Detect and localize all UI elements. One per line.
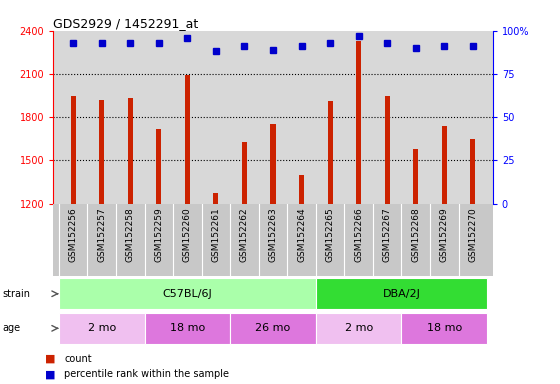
Text: GSM152270: GSM152270 bbox=[468, 207, 477, 262]
Text: GSM152258: GSM152258 bbox=[126, 207, 135, 262]
Text: GSM152268: GSM152268 bbox=[411, 207, 420, 262]
Bar bbox=[144, 313, 230, 344]
Text: GSM152256: GSM152256 bbox=[69, 207, 78, 262]
Text: C57BL/6J: C57BL/6J bbox=[162, 289, 212, 299]
Text: age: age bbox=[3, 323, 21, 333]
Text: percentile rank within the sample: percentile rank within the sample bbox=[64, 369, 230, 379]
Text: strain: strain bbox=[3, 289, 31, 299]
Text: count: count bbox=[64, 354, 92, 364]
Text: GSM152269: GSM152269 bbox=[440, 207, 449, 262]
Bar bbox=[156, 129, 161, 204]
Text: 18 mo: 18 mo bbox=[427, 323, 462, 333]
Text: 2 mo: 2 mo bbox=[87, 323, 116, 333]
Text: 26 mo: 26 mo bbox=[255, 323, 291, 333]
Text: ■: ■ bbox=[45, 354, 55, 364]
Text: ■: ■ bbox=[45, 369, 55, 379]
Bar bbox=[59, 278, 316, 310]
Bar bbox=[413, 149, 418, 204]
Bar bbox=[128, 98, 133, 204]
Bar bbox=[230, 313, 316, 344]
Text: DBA/2J: DBA/2J bbox=[382, 289, 421, 299]
Bar bbox=[71, 96, 76, 204]
Bar bbox=[59, 313, 144, 344]
Bar bbox=[470, 139, 475, 204]
Bar bbox=[402, 313, 487, 344]
Text: GSM152267: GSM152267 bbox=[382, 207, 391, 262]
Bar bbox=[328, 101, 333, 204]
Text: GSM152264: GSM152264 bbox=[297, 207, 306, 262]
Bar bbox=[385, 96, 390, 204]
Text: GDS2929 / 1452291_at: GDS2929 / 1452291_at bbox=[53, 17, 198, 30]
Bar bbox=[299, 175, 304, 204]
Text: 18 mo: 18 mo bbox=[170, 323, 205, 333]
Text: GSM152261: GSM152261 bbox=[212, 207, 221, 262]
Text: GSM152260: GSM152260 bbox=[183, 207, 192, 262]
Text: GSM152259: GSM152259 bbox=[155, 207, 164, 262]
Text: GSM152266: GSM152266 bbox=[354, 207, 363, 262]
Text: GSM152257: GSM152257 bbox=[97, 207, 106, 262]
Text: GSM152265: GSM152265 bbox=[325, 207, 334, 262]
Bar bbox=[316, 278, 487, 310]
Text: GSM152263: GSM152263 bbox=[268, 207, 278, 262]
Bar bbox=[442, 126, 447, 204]
Bar bbox=[356, 41, 361, 204]
Bar bbox=[213, 194, 218, 204]
Text: GSM152262: GSM152262 bbox=[240, 207, 249, 262]
Text: 2 mo: 2 mo bbox=[344, 323, 373, 333]
Bar bbox=[185, 75, 190, 204]
Bar bbox=[99, 100, 104, 204]
Bar bbox=[316, 313, 402, 344]
Bar bbox=[270, 124, 276, 204]
Bar bbox=[242, 142, 247, 204]
